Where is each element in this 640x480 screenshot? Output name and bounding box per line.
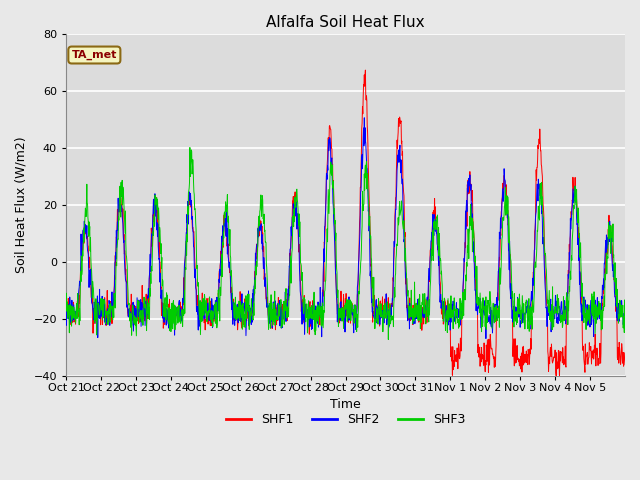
SHF1 [560,362,568,368]
SHF2 [621,309,629,315]
Legend: SHF1, SHF2, SHF3: SHF1, SHF2, SHF3 [221,408,470,431]
SHF2 [360,115,368,120]
SHF3 [62,308,70,314]
SHF3 [385,336,392,342]
SHF3 [332,218,339,224]
SHF2 [560,300,568,305]
SHF2 [331,243,339,249]
SHF1 [621,362,629,368]
SHF1 [62,306,70,312]
Y-axis label: Soil Heat Flux (W/m2): Soil Heat Flux (W/m2) [15,137,28,273]
Line: SHF2: SHF2 [66,118,625,338]
SHF3 [150,233,157,239]
SHF3 [186,144,194,150]
SHF2 [321,259,328,264]
SHF2 [614,301,622,307]
SHF2 [150,196,157,202]
SHF2 [482,336,490,341]
X-axis label: Time: Time [330,398,361,411]
SHF2 [62,307,70,312]
SHF3 [478,301,486,307]
SHF1 [552,373,560,379]
SHF3 [560,308,568,313]
SHF3 [614,320,622,326]
SHF1 [477,345,485,350]
Line: SHF3: SHF3 [66,147,625,339]
SHF3 [321,288,328,294]
SHF1 [331,223,339,228]
Line: SHF1: SHF1 [66,70,625,376]
Title: Alfalfa Soil Heat Flux: Alfalfa Soil Heat Flux [266,15,425,30]
SHF3 [621,312,629,318]
SHF2 [477,315,485,321]
SHF1 [150,219,157,225]
SHF1 [321,239,328,245]
Text: TA_met: TA_met [72,50,117,60]
SHF1 [362,67,369,73]
SHF1 [614,348,622,354]
